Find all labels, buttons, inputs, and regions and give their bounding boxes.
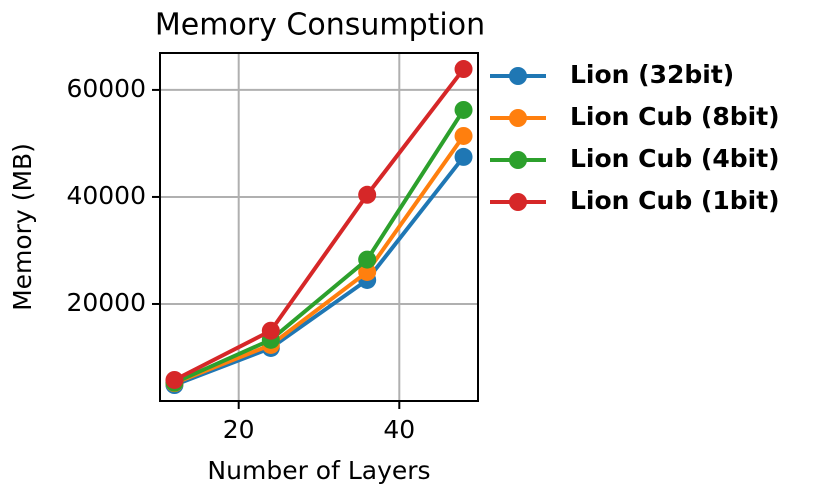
data-point	[165, 370, 184, 389]
x-tick-label: 20	[223, 415, 255, 444]
x-axis-label: Number of Layers	[207, 456, 430, 485]
y-tick-label: 20000	[66, 288, 146, 317]
series-line	[173, 134, 466, 386]
legend-marker	[509, 193, 527, 211]
data-point	[454, 147, 473, 166]
y-tick-label: 60000	[66, 74, 146, 103]
y-axis-label: Memory (MB)	[8, 143, 37, 311]
data-point	[454, 126, 473, 145]
data-point	[454, 100, 473, 119]
series-line	[173, 155, 466, 387]
legend-label: Lion (32bit)	[570, 60, 734, 89]
legend-label: Lion Cub (8bit)	[570, 102, 780, 131]
x-tick-label: 40	[383, 415, 415, 444]
legend-marker	[509, 109, 527, 127]
data-point	[358, 185, 377, 204]
data-point	[261, 321, 280, 340]
data-point	[358, 250, 377, 269]
legend-label: Lion Cub (1bit)	[570, 186, 780, 215]
data-point	[454, 60, 473, 79]
y-tick-label: 40000	[66, 181, 146, 210]
legend-label: Lion Cub (4bit)	[570, 144, 780, 173]
series-line	[173, 67, 466, 382]
legend-marker	[509, 67, 527, 85]
data-point	[358, 262, 377, 281]
legend-marker	[509, 151, 527, 169]
chart-title: Memory Consumption	[155, 8, 485, 43]
plot-frame	[159, 52, 479, 402]
series-line	[173, 108, 466, 385]
